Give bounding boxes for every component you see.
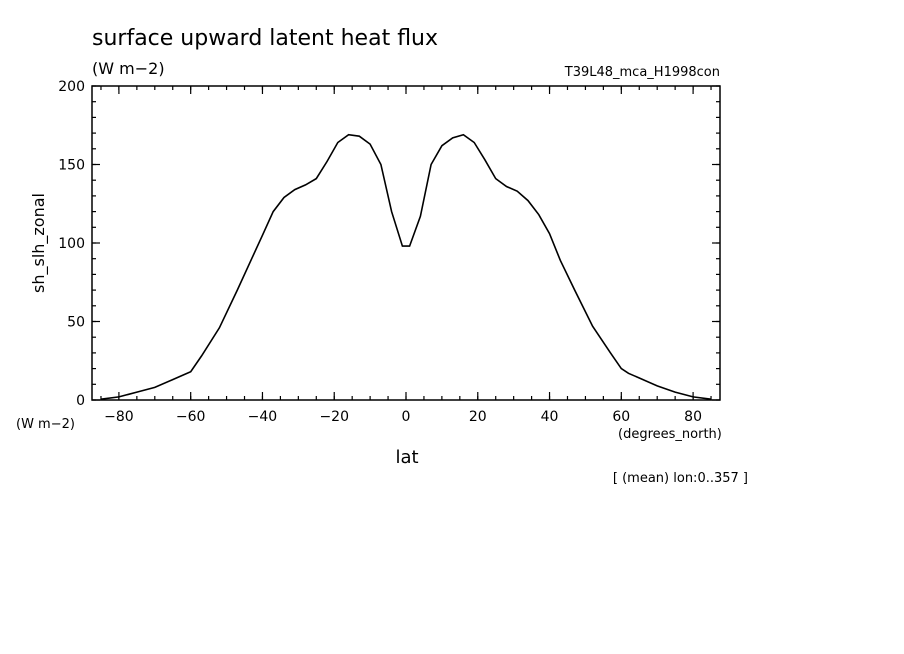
y-tick-label: 50 xyxy=(67,315,85,331)
plot-frame xyxy=(91,85,721,401)
x-axis-units: (degrees_north) xyxy=(618,427,722,442)
y-tick-label: 0 xyxy=(76,393,85,409)
x-tick-label: 40 xyxy=(541,409,559,425)
y-axis-label: sh_slh_zonal xyxy=(29,193,49,293)
x-axis-label: lat xyxy=(395,447,418,468)
footnote: [ (mean) lon:0..357 ] xyxy=(613,471,748,486)
axis-ticks xyxy=(92,85,720,401)
y-axis-units: (W m−2) xyxy=(16,417,75,432)
y-tick-label: 150 xyxy=(58,158,85,174)
x-tick-label: −80 xyxy=(104,409,134,425)
y-tick-label: 100 xyxy=(58,236,85,252)
chart-units: (W m−2) xyxy=(92,59,165,78)
axis-tick-labels: −80 −60 −40 −20 0 20 40 60 80 0 50 100 150 200 xyxy=(58,79,702,425)
series-line xyxy=(100,133,712,400)
chart-title: surface upward latent heat flux xyxy=(92,26,438,51)
x-tick-label: 60 xyxy=(612,409,630,425)
x-tick-label: −20 xyxy=(319,409,349,425)
x-tick-label: −40 xyxy=(248,409,278,425)
run-name: T39L48_mca_H1998con xyxy=(564,65,720,80)
x-tick-label: 20 xyxy=(469,409,487,425)
x-tick-label: −60 xyxy=(176,409,206,425)
x-tick-label: 80 xyxy=(684,409,702,425)
x-tick-label: 0 xyxy=(402,409,411,425)
y-tick-label: 200 xyxy=(58,79,85,95)
